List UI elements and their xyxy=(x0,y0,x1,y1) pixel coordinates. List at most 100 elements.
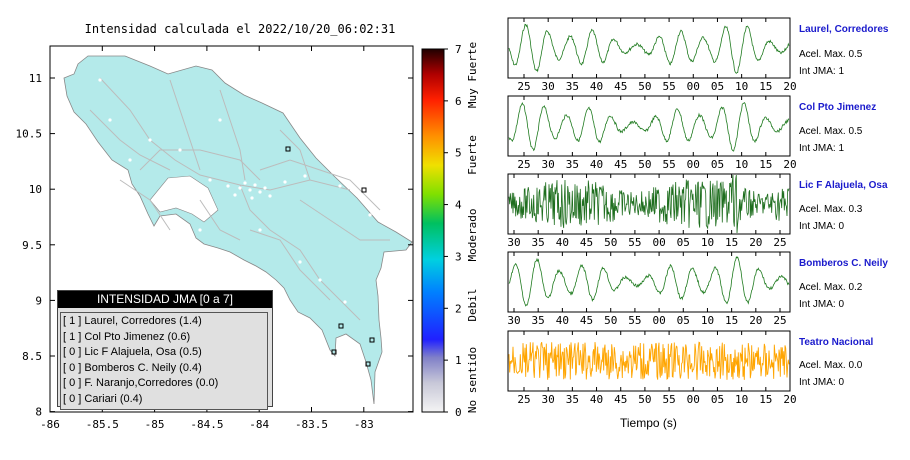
waveform-tick-label: 00 xyxy=(687,80,700,93)
legend-item: [ 0 ] F. Naranjo,Corredores (0.0) xyxy=(63,377,219,389)
map-x-tick-label: -84 xyxy=(249,418,269,431)
waveform-tick-label: 00 xyxy=(652,236,665,249)
waveform-tick-label: 55 xyxy=(662,393,675,406)
waveform-tick-label: 05 xyxy=(711,80,724,93)
station-acel: Acel. Max. 0.2 xyxy=(799,282,863,293)
station-acel: Acel. Max. 0.5 xyxy=(799,49,863,60)
station-link-pto-jimenez[interactable]: Col Pto Jimenez xyxy=(799,102,877,113)
map-y-tick-label: 9.5 xyxy=(22,239,42,252)
colorbar-tick-label: 2 xyxy=(455,302,462,315)
waveform-tick-label: 55 xyxy=(628,236,641,249)
waveform-tick-label: 45 xyxy=(614,80,627,93)
station-markers xyxy=(285,146,375,367)
station-jma: Int JMA: 0 xyxy=(799,299,845,310)
map-y-tick-label: 8 xyxy=(35,406,42,419)
colorbar: 7 6 5 4 3 2 1 0 Muy Fuerte Fuerte Moderado Debil No… xyxy=(421,42,479,419)
map-x-tick-label: -86 xyxy=(40,418,60,431)
waveform-tick-label: 35 xyxy=(532,314,545,327)
station-link-neily[interactable]: Bomberos C. Neily xyxy=(799,258,888,269)
station-link-laurel[interactable]: Laurel, Corredores xyxy=(799,24,889,35)
legend-title: INTENSIDAD JMA [0 a 7] xyxy=(58,291,272,308)
map-y-tick-label: 10 xyxy=(29,183,42,196)
colorbar-tick-label: 4 xyxy=(455,199,462,212)
waveform-tick-label: 15 xyxy=(759,158,772,171)
waveform-tick-label: 20 xyxy=(783,393,796,406)
waveform-tick-label: 30 xyxy=(542,158,555,171)
colorbar-category-label: Muy Fuerte xyxy=(466,42,479,108)
waveform-panel: 25 30 35 40 45 50 55 00 05 10 15 20 xyxy=(507,330,797,406)
station-link-alajuela[interactable]: Lic F Alajuela, Osa xyxy=(799,180,888,191)
colorbar-tick-label: 1 xyxy=(455,354,462,367)
colorbar-tick-label: 6 xyxy=(455,95,462,108)
station-link-teatro[interactable]: Teatro Nacional xyxy=(799,337,874,348)
station-jma: Int JMA: 0 xyxy=(799,221,845,232)
waveform-tick-label: 00 xyxy=(687,158,700,171)
waveform-tick-label: 35 xyxy=(566,80,579,93)
colorbar-category-label: Moderado xyxy=(466,209,479,262)
waveform-tick-label: 55 xyxy=(662,158,675,171)
waveform-tick-label: 10 xyxy=(735,393,748,406)
colorbar-tick-label: 7 xyxy=(455,43,462,56)
waveform-tick-label: 15 xyxy=(725,314,738,327)
roads-layer xyxy=(89,77,390,321)
waveform-panel: 25 30 35 40 45 50 55 00 05 10 15 20 xyxy=(507,17,797,93)
waveform-trace xyxy=(508,101,790,152)
map-x-tick-label: -85.5 xyxy=(86,418,119,431)
map-x-tick-label: -84.5 xyxy=(190,418,223,431)
waveform-tick-label: 20 xyxy=(749,236,762,249)
waveform-tick-label: 55 xyxy=(662,80,675,93)
legend-item: [ 1 ] Laurel, Corredores (1.4) xyxy=(63,315,202,327)
waveform-tick-label: 25 xyxy=(773,236,786,249)
waveform-tick-label: 40 xyxy=(556,314,569,327)
waveform-tick-label: 05 xyxy=(711,158,724,171)
waveform-tick-label: 25 xyxy=(773,314,786,327)
waveform-tick-label: 15 xyxy=(759,80,772,93)
station-jma: Int JMA: 0 xyxy=(799,377,845,388)
waveform-tick-label: 50 xyxy=(604,314,617,327)
waveform-tick-label: 50 xyxy=(604,236,617,249)
waveform-tick-label: 10 xyxy=(735,158,748,171)
waveform-frame xyxy=(507,17,791,79)
map-y-axis: 11 10.5 10 9.5 9 8.5 8 xyxy=(16,72,413,419)
colorbar-tick-label: 0 xyxy=(455,406,462,419)
waveform-tick-label: 55 xyxy=(628,314,641,327)
waveform-tick-label: 35 xyxy=(566,393,579,406)
map-x-axis: -86 -85.5 -85 -84.5 -84 -83.5 -83 xyxy=(40,46,374,431)
waveform-tick-label: 35 xyxy=(532,236,545,249)
station-jma: Int JMA: 1 xyxy=(799,143,845,154)
waveform-tick-label: 30 xyxy=(507,314,520,327)
waveform-tick-label: 50 xyxy=(638,393,651,406)
colorbar-labels: Muy Fuerte Fuerte Moderado Debil No sentido xyxy=(466,42,479,413)
waveform-tick-label: 20 xyxy=(783,80,796,93)
colorbar-category-label: Fuerte xyxy=(466,135,479,175)
waveform-tick-label: 15 xyxy=(725,236,738,249)
waveform-trace xyxy=(508,23,790,74)
map-y-tick-label: 10.5 xyxy=(16,128,43,141)
waveform-tick-label: 00 xyxy=(652,314,665,327)
town-dots xyxy=(98,78,372,304)
waveform-tick-label: 50 xyxy=(638,158,651,171)
waveform-panel: 25 30 35 40 45 50 55 00 05 10 15 20 xyxy=(507,95,797,171)
waveform-tick-label: 25 xyxy=(517,158,530,171)
waveform-tick-label: 40 xyxy=(590,158,603,171)
station-jma: Int JMA: 1 xyxy=(799,66,845,77)
map-y-tick-label: 9 xyxy=(35,294,42,307)
waveform-tick-label: 20 xyxy=(749,314,762,327)
waveform-tick-label: 40 xyxy=(590,80,603,93)
station-acel: Acel. Max. 0.5 xyxy=(799,126,863,137)
waveform-tick-label: 30 xyxy=(542,80,555,93)
legend-item: [ 0 ] Bomberos C. Neily (0.4) xyxy=(63,361,202,374)
waveform-tick-label: 30 xyxy=(542,393,555,406)
waveform-tick-label: 25 xyxy=(517,393,530,406)
map-y-tick-label: 8.5 xyxy=(22,350,42,363)
waveform-tick-label: 40 xyxy=(590,393,603,406)
colorbar-category-label: No sentido xyxy=(466,347,479,413)
waveform-tick-label: 00 xyxy=(687,393,700,406)
waveform-tick-label: 20 xyxy=(783,158,796,171)
legend-item: [ 0 ] Cariari (0.4) xyxy=(63,392,143,405)
legend-item: [ 0 ] Lic F Alajuela, Osa (0.5) xyxy=(63,346,202,358)
colorbar-gradient xyxy=(421,48,445,413)
colorbar-tick-label: 3 xyxy=(455,250,462,263)
waveform-tick-label: 10 xyxy=(735,80,748,93)
